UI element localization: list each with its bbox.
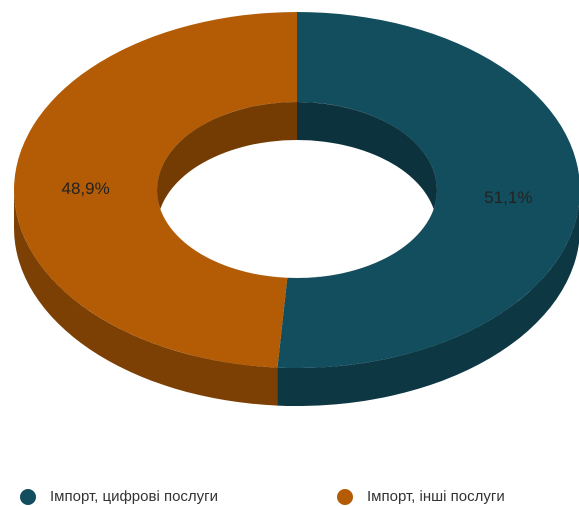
legend-swatch	[20, 489, 36, 505]
slice-side	[277, 204, 579, 406]
slice	[14, 12, 297, 368]
data-label: 48,9%	[62, 179, 110, 198]
data-label: 51,1%	[484, 188, 532, 207]
legend-label: Імпорт, цифрові послуги	[50, 488, 218, 505]
slice	[277, 12, 579, 368]
slice-side	[14, 190, 278, 406]
legend-label: Імпорт, інші послуги	[367, 488, 505, 505]
legend-swatch	[337, 489, 353, 505]
